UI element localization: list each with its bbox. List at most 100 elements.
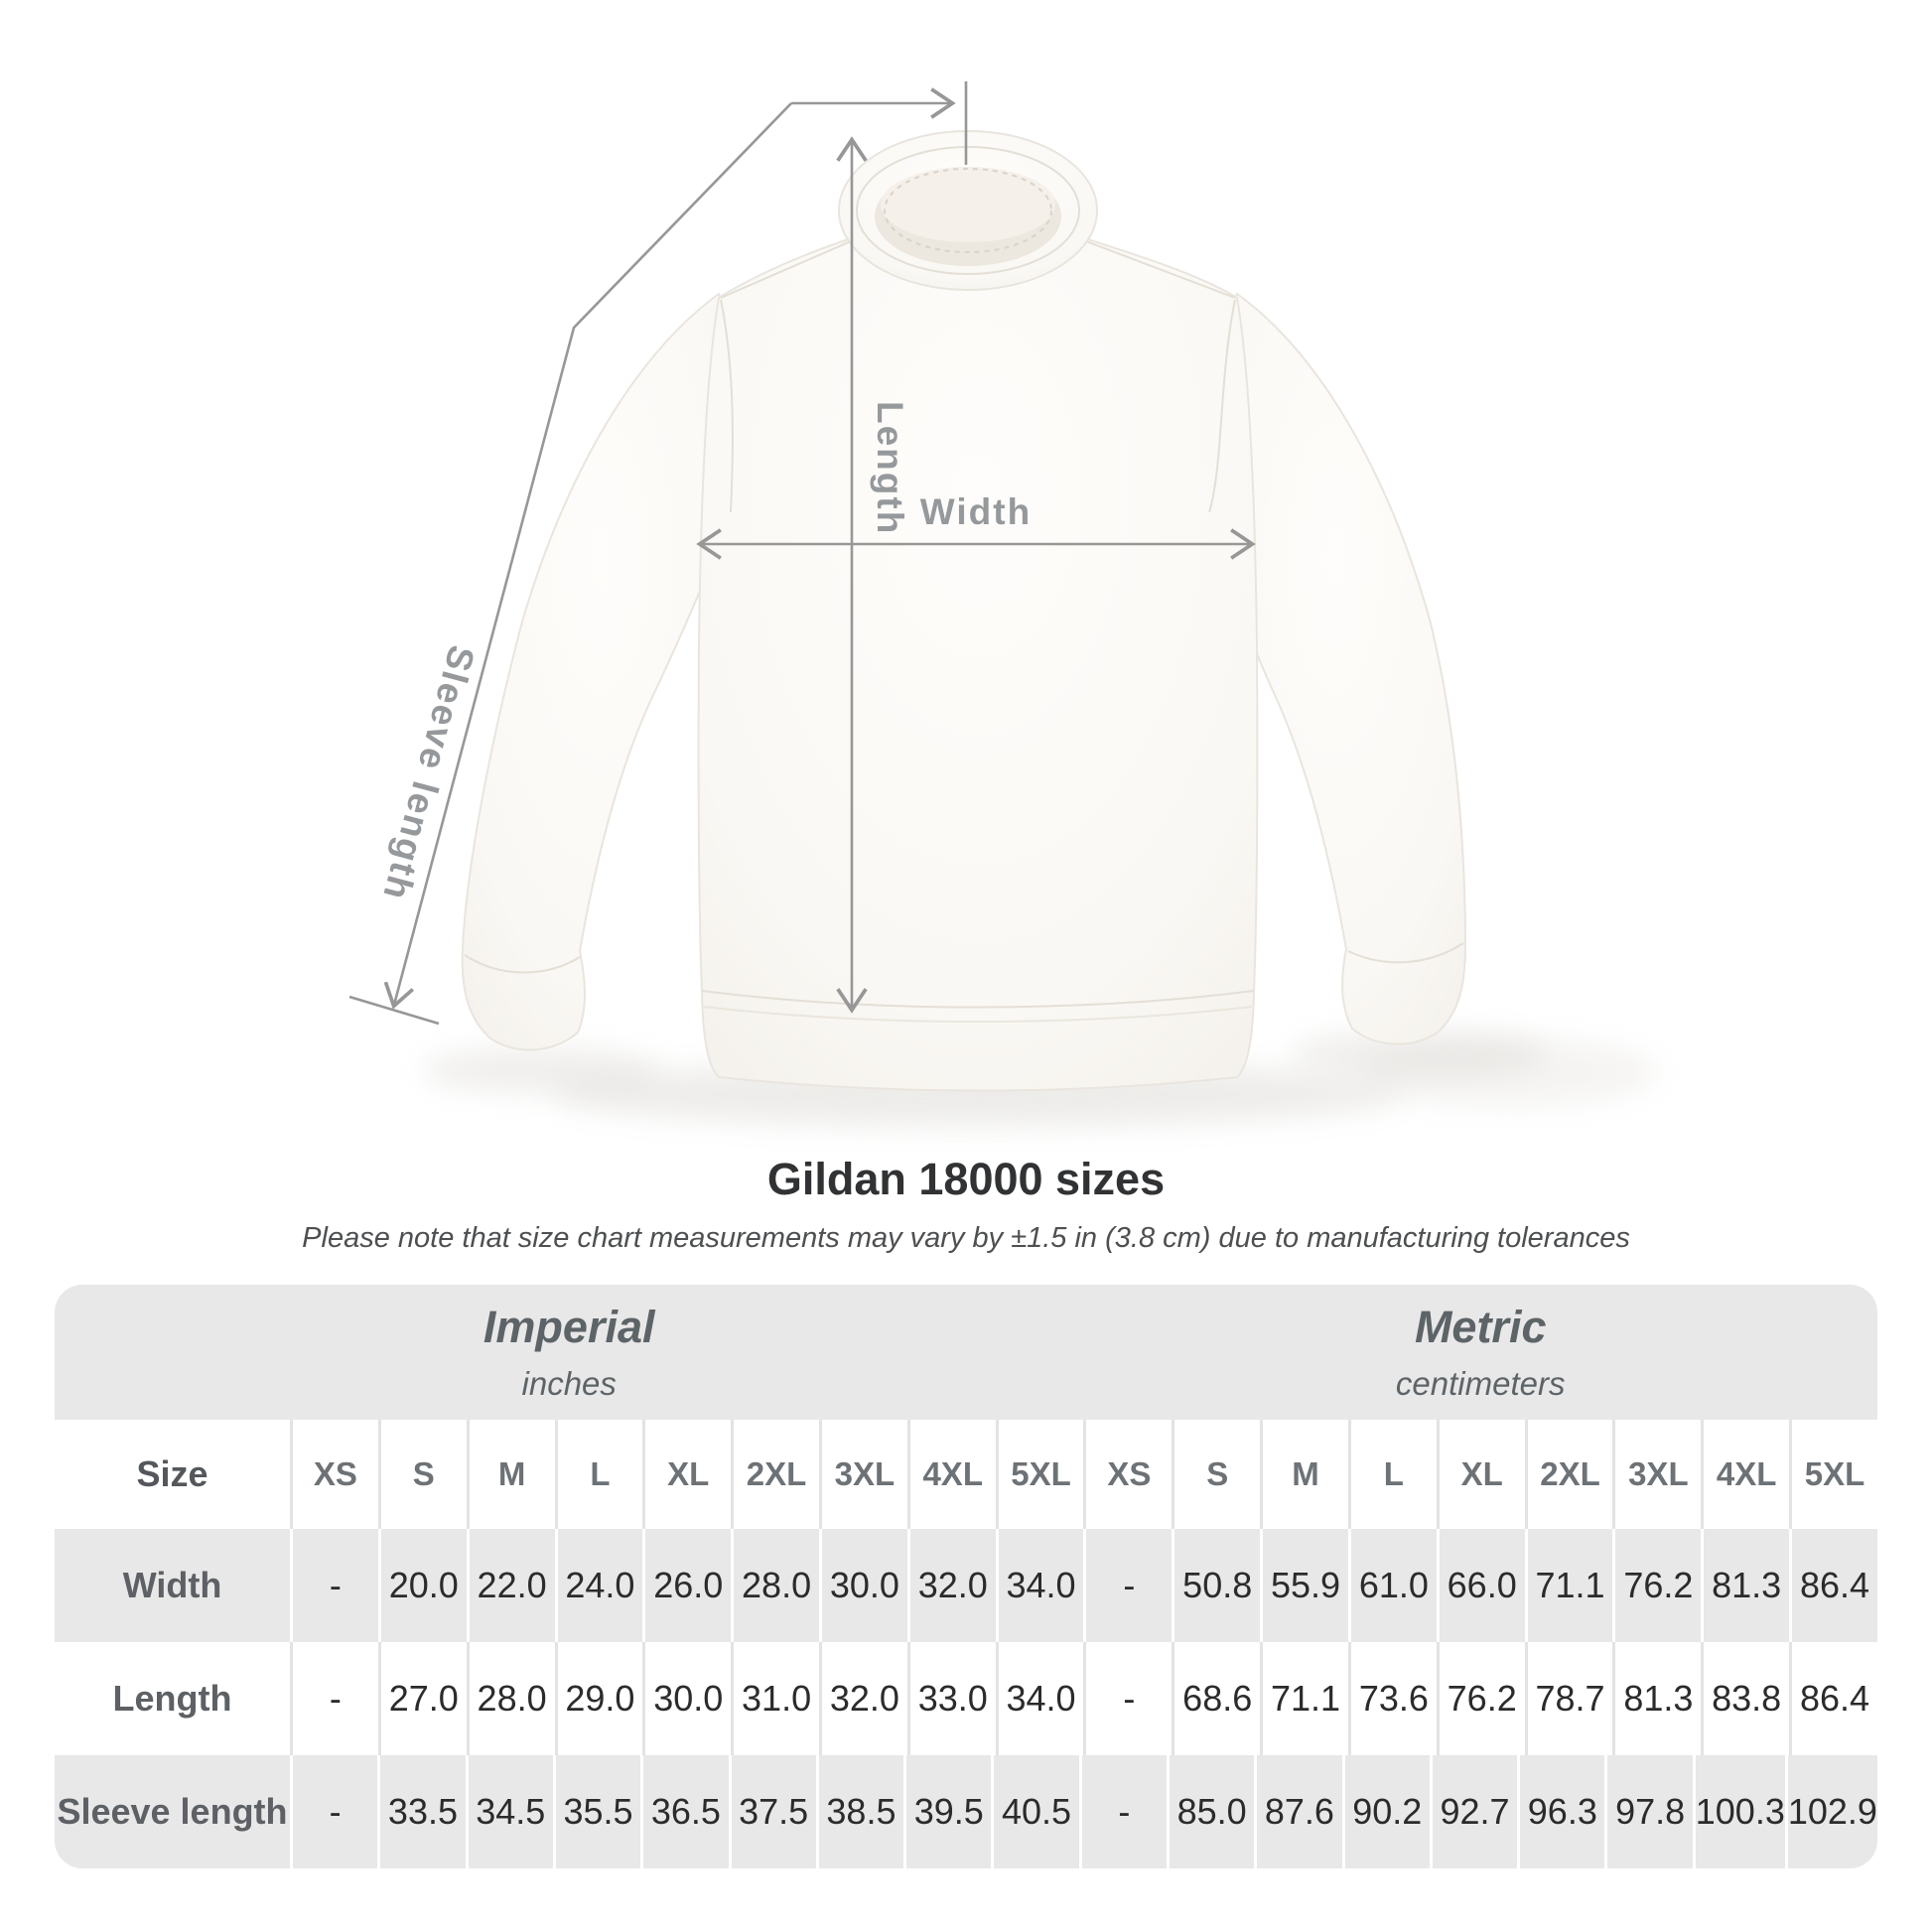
value-cell: 34.5 bbox=[465, 1755, 553, 1868]
value-cell: 37.5 bbox=[728, 1755, 816, 1868]
size-header-cell: L bbox=[554, 1420, 643, 1529]
size-header-cell: 5XL bbox=[995, 1420, 1084, 1529]
metric-units: centimeters bbox=[1395, 1365, 1566, 1402]
product-diagram: Length Width Sleeve length bbox=[348, 81, 1658, 1126]
sleeve-end-tick bbox=[348, 995, 440, 1026]
measurement-lines bbox=[348, 81, 1256, 1026]
size-header-cell: 4XL bbox=[906, 1420, 996, 1529]
value-cell: 28.0 bbox=[731, 1529, 819, 1642]
value-cell: 32.0 bbox=[818, 1642, 907, 1755]
size-header-cell: 5XL bbox=[1789, 1420, 1877, 1529]
value-cell: 34.0 bbox=[995, 1529, 1084, 1642]
value-cell: 85.0 bbox=[1166, 1755, 1254, 1868]
value-cell: 78.7 bbox=[1524, 1642, 1613, 1755]
value-cell: 81.3 bbox=[1612, 1642, 1701, 1755]
width-label: Width bbox=[920, 491, 1032, 532]
value-cell: 30.0 bbox=[818, 1529, 907, 1642]
size-header-cell: 2XL bbox=[1524, 1420, 1613, 1529]
value-cell: - bbox=[290, 1755, 377, 1868]
value-cell: 97.8 bbox=[1604, 1755, 1692, 1868]
unit-group-row: Imperial inches Metric centimeters bbox=[55, 1285, 1877, 1420]
value-cell: 76.2 bbox=[1436, 1642, 1525, 1755]
value-cell: 86.4 bbox=[1789, 1529, 1877, 1642]
value-cell: 32.0 bbox=[906, 1529, 996, 1642]
size-header-cell: S bbox=[1172, 1420, 1260, 1529]
value-cell: 68.6 bbox=[1172, 1642, 1260, 1755]
value-cell: 31.0 bbox=[731, 1642, 819, 1755]
value-cell: 36.5 bbox=[640, 1755, 728, 1868]
size-header-cell: 3XL bbox=[1612, 1420, 1701, 1529]
value-cell: - bbox=[1083, 1529, 1172, 1642]
sleeve-length-label: Sleeve length bbox=[375, 641, 483, 905]
size-header-cell: 2XL bbox=[731, 1420, 819, 1529]
value-cell: 29.0 bbox=[554, 1642, 643, 1755]
table-row-sleeve-length: Sleeve length -33.5 34.5 35.5 36.5 37.5 38.5 3… bbox=[55, 1755, 1877, 1868]
tolerance-note: Please note that size chart measurements… bbox=[302, 1222, 1630, 1254]
size-header-cell: XS bbox=[1083, 1420, 1172, 1529]
value-cell: 102.9 bbox=[1784, 1755, 1877, 1868]
row-label: Sleeve length bbox=[57, 1791, 288, 1832]
value-cell: 35.5 bbox=[552, 1755, 640, 1868]
size-header-cell: XL bbox=[642, 1420, 731, 1529]
value-cell: 100.3 bbox=[1692, 1755, 1785, 1868]
value-cell: 50.8 bbox=[1172, 1529, 1260, 1642]
size-header-cell: 4XL bbox=[1701, 1420, 1789, 1529]
table-row-width: Width -20.0 22.0 24.0 26.0 28.0 30.0 32.0 34.0 … bbox=[55, 1529, 1877, 1642]
value-cell: 34.0 bbox=[995, 1642, 1084, 1755]
value-cell: 73.6 bbox=[1347, 1642, 1437, 1755]
sweatshirt-measurement-diagram: Length Width Sleeve length bbox=[348, 81, 1658, 1126]
length-label: Length bbox=[870, 401, 910, 535]
size-header-cell: L bbox=[1347, 1420, 1437, 1529]
value-cell: 38.5 bbox=[815, 1755, 903, 1868]
value-cell: - bbox=[1078, 1755, 1167, 1868]
value-cell: 71.1 bbox=[1260, 1642, 1348, 1755]
size-header-cell: XL bbox=[1436, 1420, 1525, 1529]
row-label: Length bbox=[112, 1678, 232, 1719]
value-cell: 30.0 bbox=[642, 1642, 731, 1755]
sweatshirt-body bbox=[697, 167, 1259, 1092]
value-cell: 55.9 bbox=[1260, 1529, 1348, 1642]
value-cell: 26.0 bbox=[642, 1529, 731, 1642]
value-cell: 61.0 bbox=[1347, 1529, 1437, 1642]
page-title: Gildan 18000 sizes bbox=[766, 1154, 1166, 1204]
size-header-cell: S bbox=[377, 1420, 467, 1529]
value-cell: 22.0 bbox=[466, 1529, 555, 1642]
metric-label: Metric bbox=[1414, 1302, 1547, 1352]
value-cell: - bbox=[1083, 1642, 1172, 1755]
size-column-header: Size bbox=[136, 1453, 208, 1494]
size-table: Imperial inches Metric centimeters Size … bbox=[55, 1285, 1877, 1868]
metric-group-header: Metric centimeters bbox=[1083, 1285, 1877, 1420]
size-header-row: Size XS S M L XL 2XL 3XL 4XL 5XL XS S M L XL 2XL 3XL 4X… bbox=[55, 1420, 1877, 1529]
value-cell: 87.6 bbox=[1254, 1755, 1341, 1868]
value-cell: - bbox=[290, 1529, 378, 1642]
size-header-cell: M bbox=[1260, 1420, 1348, 1529]
value-cell: 96.3 bbox=[1517, 1755, 1604, 1868]
value-cell: 24.0 bbox=[554, 1529, 643, 1642]
value-cell: 27.0 bbox=[377, 1642, 467, 1755]
size-header-cell: XS bbox=[290, 1420, 378, 1529]
value-cell: 28.0 bbox=[466, 1642, 555, 1755]
value-cell: - bbox=[290, 1642, 378, 1755]
garment-seams bbox=[464, 237, 1464, 1023]
value-cell: 81.3 bbox=[1701, 1529, 1789, 1642]
value-cell: 86.4 bbox=[1789, 1642, 1877, 1755]
imperial-group-header: Imperial inches bbox=[55, 1285, 1083, 1420]
row-label: Width bbox=[122, 1565, 222, 1605]
value-cell: 71.1 bbox=[1524, 1529, 1613, 1642]
sleeve-length-line bbox=[383, 102, 792, 1010]
value-cell: 90.2 bbox=[1341, 1755, 1430, 1868]
value-cell: 66.0 bbox=[1436, 1529, 1525, 1642]
value-cell: 92.7 bbox=[1429, 1755, 1517, 1868]
value-cell: 33.0 bbox=[906, 1642, 996, 1755]
size-header-cell: M bbox=[466, 1420, 555, 1529]
chart-heading: Gildan 18000 sizes Please note that size… bbox=[0, 1154, 1932, 1255]
size-header-cell: 3XL bbox=[818, 1420, 907, 1529]
collar bbox=[838, 130, 1098, 291]
value-cell: 40.5 bbox=[991, 1755, 1078, 1868]
imperial-label: Imperial bbox=[483, 1302, 655, 1352]
value-cell: 83.8 bbox=[1701, 1642, 1789, 1755]
table-row-length: Length -27.0 28.0 29.0 30.0 31.0 32.0 33.0 34.0… bbox=[55, 1642, 1877, 1755]
value-cell: 20.0 bbox=[377, 1529, 467, 1642]
imperial-units: inches bbox=[521, 1365, 617, 1402]
